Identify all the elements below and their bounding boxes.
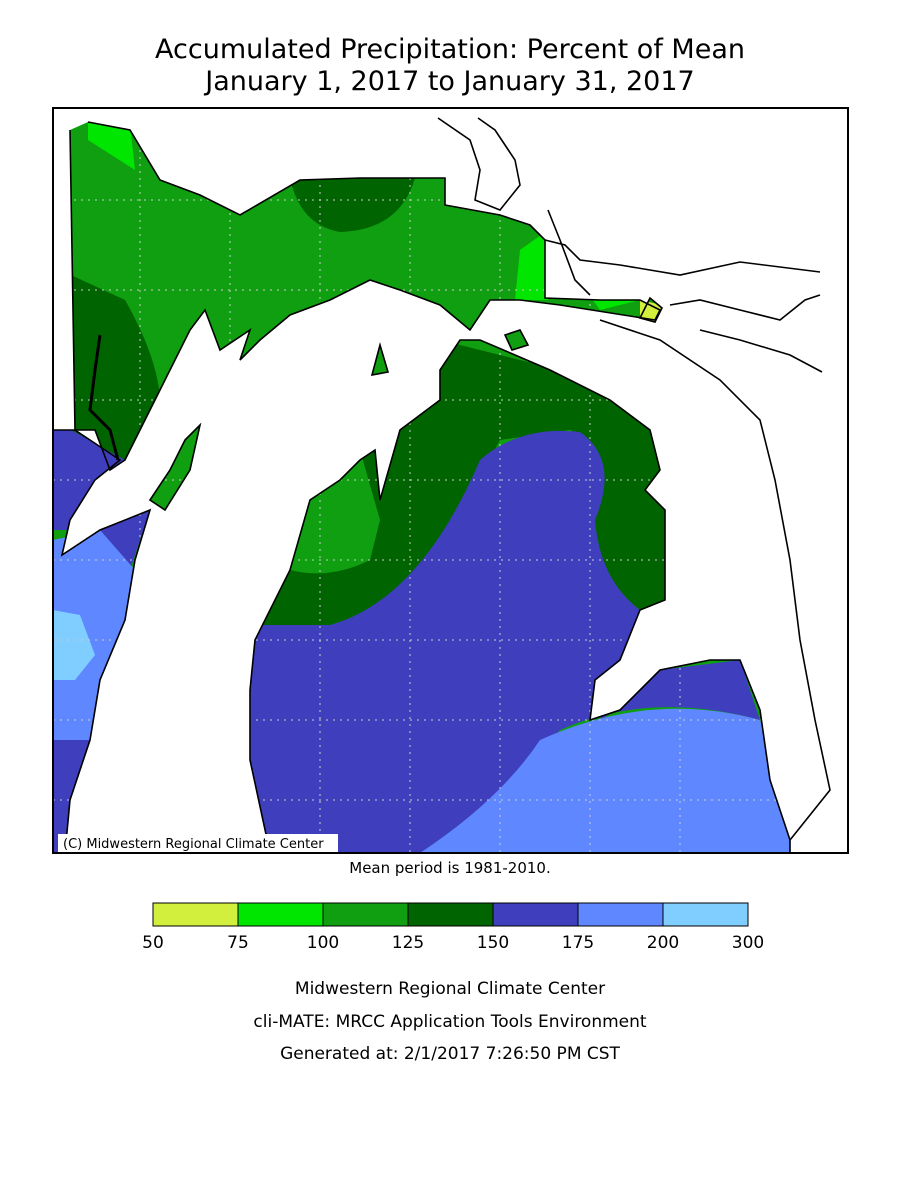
footer-line: Generated at: 2/1/2017 7:26:50 PM CST xyxy=(280,1044,620,1064)
legend-label: 150 xyxy=(477,933,509,953)
legend-label: 100 xyxy=(307,933,339,953)
region xyxy=(53,530,135,740)
legend-swatch xyxy=(237,902,324,927)
legend-swatch xyxy=(492,902,579,927)
copyright-box xyxy=(58,834,338,852)
legend-label: 50 xyxy=(142,933,164,953)
footer-line: cli-MATE: MRCC Application Tools Environ… xyxy=(253,1012,646,1032)
region xyxy=(250,430,760,853)
region xyxy=(420,708,790,853)
map-frame xyxy=(52,107,849,854)
copyright: (C) Midwestern Regional Climate Center xyxy=(63,837,324,852)
legend-label: 300 xyxy=(732,933,764,953)
legend-swatch xyxy=(577,902,664,927)
region xyxy=(53,610,95,680)
shorelines xyxy=(53,117,831,854)
region xyxy=(290,450,380,574)
legend-label: 175 xyxy=(562,933,594,953)
footer-line: Midwestern Regional Climate Center xyxy=(295,979,605,999)
legend: 50 75 100 125 150 175 200 300 xyxy=(142,902,764,953)
legend-swatch xyxy=(662,902,749,927)
mean-note: Mean period is 1981-2010. xyxy=(349,859,550,877)
region xyxy=(290,178,415,232)
legend-label: 75 xyxy=(227,933,249,953)
legend-swatch xyxy=(152,902,239,927)
legend-swatch xyxy=(407,902,494,927)
region xyxy=(53,420,150,853)
legend-swatch xyxy=(322,902,409,927)
title-line: Accumulated Precipitation: Percent of Me… xyxy=(155,34,745,65)
region xyxy=(60,270,161,470)
title-line: January 1, 2017 to January 31, 2017 xyxy=(203,66,694,97)
precip-map xyxy=(53,122,790,853)
legend-label: 125 xyxy=(392,933,424,953)
legend-label: 200 xyxy=(647,933,679,953)
